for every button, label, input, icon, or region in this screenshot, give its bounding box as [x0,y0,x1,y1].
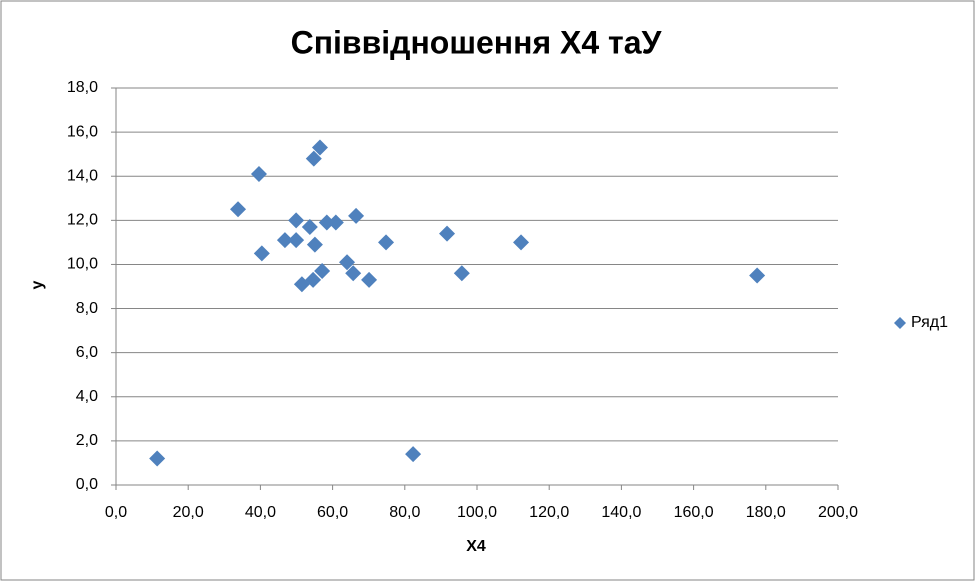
chart-title: Співвідношення Х4 таУ [291,24,663,60]
point [345,265,362,282]
x-tick-label: 40,0 [245,504,276,521]
x-tick-label: 100,0 [457,504,497,521]
legend-marker [894,317,906,329]
x-axis-label: X4 [466,538,486,555]
point [288,232,305,249]
point [230,201,247,218]
y-tick-label: 18,0 [67,79,98,96]
y-tick-label: 2,0 [76,432,98,449]
point [288,212,305,229]
point [405,446,422,463]
x-tick-label: 0,0 [105,504,127,521]
point [305,150,322,167]
point [250,166,267,183]
point [327,214,344,231]
y-tick-label: 16,0 [67,123,98,140]
point [513,234,530,251]
point [361,271,378,288]
point [339,254,356,271]
x-tick-label: 200,0 [818,504,858,521]
y-tick-label: 4,0 [76,388,98,405]
x-tick-label: 140,0 [601,504,641,521]
point [149,450,166,467]
x-tick-label: 80,0 [389,504,420,521]
point [439,225,456,242]
point [749,267,766,284]
y-tick-label: 12,0 [67,212,98,229]
x-tick-label: 20,0 [173,504,204,521]
y-tick-label: 6,0 [76,344,98,361]
point [305,271,322,288]
point [378,234,395,251]
y-tick-label: 0,0 [76,476,98,493]
point [453,265,470,282]
point [253,245,270,262]
point [314,263,331,280]
point [311,139,328,156]
y-tick-label: 8,0 [76,300,98,317]
point [318,214,335,231]
y-tick-label: 10,0 [67,256,98,273]
y-tick-label: 14,0 [67,167,98,184]
point [306,236,323,253]
point [276,232,293,249]
legend-label: Ряд1 [911,314,948,331]
point [348,207,365,224]
x-tick-label: 180,0 [746,504,786,521]
y-axis-label: у [29,280,46,289]
x-tick-label: 120,0 [529,504,569,521]
x-tick-label: 60,0 [317,504,348,521]
x-tick-label: 160,0 [674,504,714,521]
point [301,218,318,235]
